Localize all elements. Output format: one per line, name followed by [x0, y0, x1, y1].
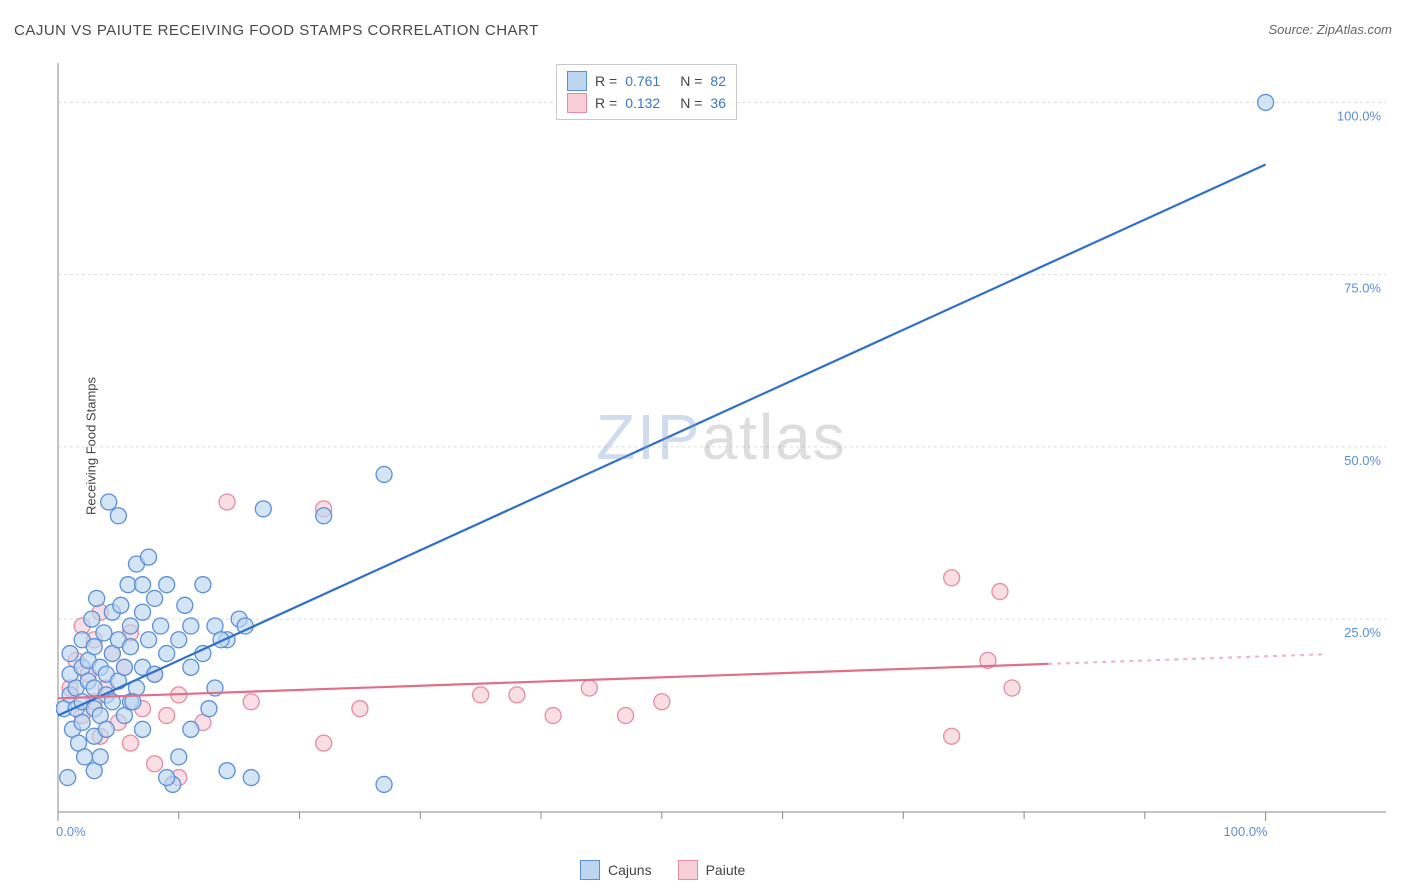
svg-text:75.0%: 75.0% — [1344, 281, 1381, 296]
legend-r-value: 0.132 — [625, 95, 660, 111]
legend-swatch-pink — [678, 860, 698, 880]
legend-stats-row: R = 0.132 N = 36 — [567, 92, 726, 114]
legend-series-item: Cajuns — [580, 860, 652, 880]
svg-text:0.0%: 0.0% — [56, 824, 86, 839]
legend-r-value: 0.761 — [625, 73, 660, 89]
chart-plot-area: 25.0%50.0%75.0%100.0%0.0%100.0% ZIPatlas… — [56, 60, 1396, 842]
legend-r-label: R = — [595, 73, 617, 89]
legend-stats-box: R = 0.761 N = 82 R = 0.132 N = 36 — [556, 64, 737, 120]
legend-stats-row: R = 0.761 N = 82 — [567, 70, 726, 92]
legend-n-label: N = — [680, 95, 702, 111]
legend-series-label: Cajuns — [608, 862, 652, 878]
legend-swatch-blue — [567, 71, 587, 91]
legend-n-label: N = — [680, 73, 702, 89]
svg-text:100.0%: 100.0% — [1224, 824, 1269, 839]
svg-text:25.0%: 25.0% — [1344, 625, 1381, 640]
legend-series: Cajuns Paiute — [580, 860, 745, 880]
legend-series-label: Paiute — [706, 862, 746, 878]
svg-text:100.0%: 100.0% — [1337, 108, 1382, 123]
chart-title: CAJUN VS PAIUTE RECEIVING FOOD STAMPS CO… — [14, 22, 539, 39]
source-attribution: Source: ZipAtlas.com — [1268, 22, 1392, 37]
legend-r-label: R = — [595, 95, 617, 111]
legend-swatch-blue — [580, 860, 600, 880]
chart-svg: 25.0% 50.0% 75.0% 100.0% 0.0% 100.0% — [56, 60, 1396, 842]
legend-swatch-pink — [567, 93, 587, 113]
legend-n-value: 36 — [710, 95, 726, 111]
svg-text:50.0%: 50.0% — [1344, 453, 1381, 468]
legend-n-value: 82 — [710, 73, 726, 89]
legend-series-item: Paiute — [678, 860, 746, 880]
